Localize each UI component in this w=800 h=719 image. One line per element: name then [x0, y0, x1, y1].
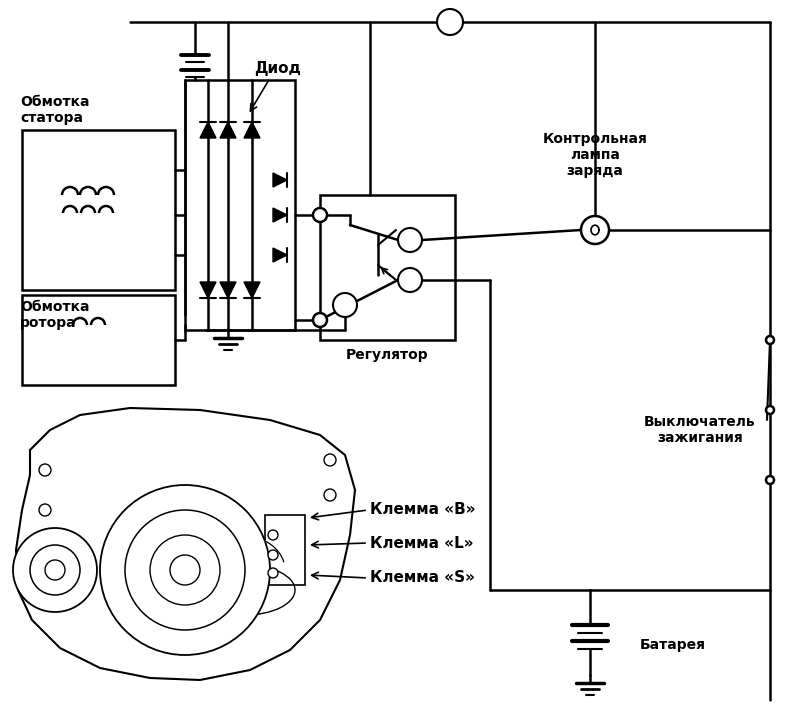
- Bar: [185, 80, 295, 330]
- Polygon shape: [200, 122, 216, 138]
- Circle shape: [268, 550, 278, 560]
- Bar: [265, 515, 305, 585]
- Text: Клемма «B»: Клемма «B»: [370, 503, 475, 518]
- Circle shape: [268, 568, 278, 578]
- Polygon shape: [220, 282, 236, 298]
- Circle shape: [170, 555, 200, 585]
- Circle shape: [39, 504, 51, 516]
- Circle shape: [39, 464, 51, 476]
- Bar: [22, 130, 175, 290]
- Circle shape: [398, 268, 422, 292]
- Polygon shape: [220, 122, 236, 138]
- Polygon shape: [273, 248, 287, 262]
- Polygon shape: [244, 122, 260, 138]
- Text: S: S: [406, 275, 414, 285]
- Circle shape: [313, 313, 327, 327]
- Circle shape: [45, 560, 65, 580]
- Circle shape: [766, 476, 774, 484]
- Circle shape: [125, 510, 245, 630]
- Circle shape: [13, 528, 97, 612]
- Circle shape: [766, 406, 774, 414]
- Text: Регулятор: Регулятор: [346, 348, 429, 362]
- Circle shape: [581, 216, 609, 244]
- Circle shape: [150, 535, 220, 605]
- Circle shape: [324, 454, 336, 466]
- Text: Обмотка
статора: Обмотка статора: [20, 95, 90, 125]
- Circle shape: [268, 530, 278, 540]
- Circle shape: [324, 489, 336, 501]
- Text: Диод: Диод: [254, 60, 302, 75]
- Text: L: L: [407, 235, 413, 245]
- Text: Контрольная
лампа
заряда: Контрольная лампа заряда: [542, 132, 647, 178]
- Text: Клемма «L»: Клемма «L»: [370, 536, 474, 551]
- Bar: [22, 295, 175, 385]
- Polygon shape: [200, 282, 216, 298]
- Circle shape: [30, 545, 80, 595]
- Circle shape: [437, 9, 463, 35]
- Text: E: E: [342, 300, 349, 310]
- Circle shape: [398, 228, 422, 252]
- Text: Клемма «S»: Клемма «S»: [370, 570, 475, 585]
- Circle shape: [313, 208, 327, 222]
- Circle shape: [766, 336, 774, 344]
- Circle shape: [333, 293, 357, 317]
- Text: Обмотка
ротора: Обмотка ротора: [20, 300, 90, 330]
- Polygon shape: [244, 282, 260, 298]
- Polygon shape: [273, 208, 287, 222]
- Bar: [320, 195, 455, 340]
- Text: Выключатель
зажигания: Выключатель зажигания: [644, 415, 756, 445]
- Polygon shape: [273, 173, 287, 187]
- Circle shape: [100, 485, 270, 655]
- Text: B: B: [446, 16, 454, 29]
- Text: Батарея: Батарея: [640, 638, 706, 652]
